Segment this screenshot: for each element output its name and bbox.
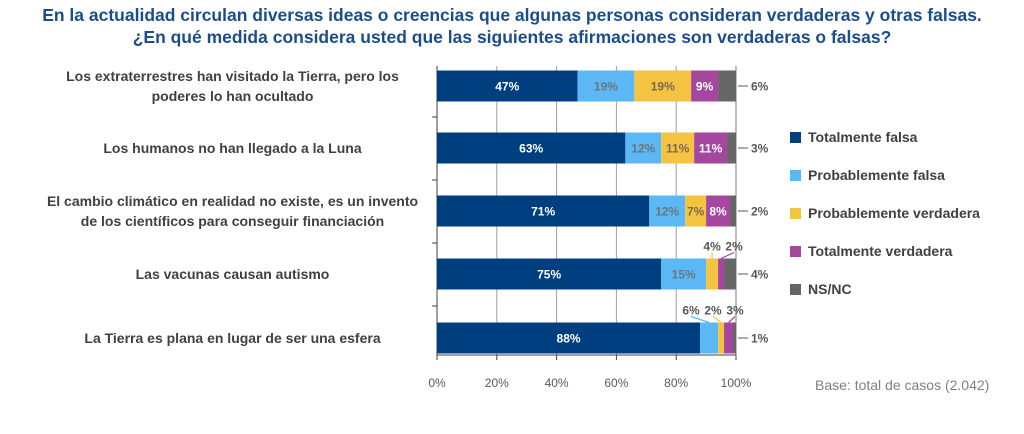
bar-segment — [727, 132, 736, 164]
data-label: 2% — [751, 205, 769, 219]
bar-segment — [691, 70, 719, 102]
legend: Totalmente falsa Probablemente falsa Proba… — [790, 118, 980, 308]
bar-segment — [437, 258, 662, 290]
data-label: 3% — [726, 304, 744, 318]
category-label: Los humanos no han llegado a la Luna — [103, 140, 362, 156]
data-label: 47% — [495, 80, 519, 94]
title-line-1: En la actualidad circulan diversas ideas… — [42, 5, 982, 25]
legend-label: Probablemente verdadera — [808, 205, 980, 221]
bar-segment — [685, 195, 707, 227]
legend-item: Probablemente verdadera — [790, 194, 980, 232]
category-label: Las vacunas causan autismo — [135, 266, 330, 282]
chart-title: En la actualidad circulan diversas ideas… — [0, 4, 1024, 48]
data-label: 12% — [631, 142, 655, 156]
bar-segment — [577, 70, 635, 102]
legend-label: Totalmente verdadera — [808, 243, 953, 259]
data-label: 19% — [651, 80, 675, 94]
legend-swatch — [790, 207, 801, 219]
legend-label: Totalmente falsa — [808, 129, 918, 145]
data-label: 4% — [703, 240, 721, 254]
legend-swatch — [790, 131, 801, 143]
label-leader — [728, 316, 736, 323]
x-tick-label: 0% — [428, 376, 446, 390]
bar-segment — [706, 195, 731, 227]
bar-segment — [437, 70, 578, 102]
x-tick-label: 20% — [485, 376, 509, 390]
data-label: 3% — [751, 142, 769, 156]
legend-item: Probablemente falsa — [790, 156, 980, 194]
x-tick-label: 100% — [721, 376, 752, 390]
legend-item: Totalmente falsa — [790, 118, 980, 156]
data-label: 4% — [751, 268, 769, 282]
legend-item: Totalmente verdadera — [790, 232, 980, 270]
data-label: 6% — [751, 80, 769, 94]
bar-segment — [706, 258, 719, 290]
legend-item: NS/NC — [790, 270, 980, 308]
bar-segment — [694, 132, 728, 164]
bar-segment — [634, 70, 692, 102]
bar-segment — [730, 195, 736, 227]
bar-segment — [661, 132, 695, 164]
data-label: 75% — [537, 268, 561, 282]
legend-label: NS/NC — [808, 281, 852, 297]
bar-segment — [718, 258, 725, 290]
bar-segment — [718, 322, 725, 354]
legend-swatch — [790, 169, 801, 181]
legend-label: Probablemente falsa — [808, 167, 945, 183]
data-label: 15% — [672, 268, 696, 282]
data-label: 11% — [666, 142, 690, 156]
bar-segment — [437, 132, 626, 164]
bar-segment — [437, 322, 701, 354]
data-label: 2% — [704, 304, 722, 318]
legend-swatch — [790, 283, 801, 295]
bar-segment — [724, 258, 736, 290]
category-label: Los extraterrestres han visitado la Tier… — [66, 68, 399, 104]
bar-segment — [718, 70, 736, 102]
label-leader — [720, 251, 735, 260]
data-label: 2% — [725, 240, 743, 254]
x-tick-label: 80% — [664, 376, 688, 390]
data-label: 19% — [594, 80, 618, 94]
data-label: 63% — [519, 142, 543, 156]
label-leader — [712, 316, 722, 323]
category-label: La Tierra es plana en lugar de ser una e… — [84, 330, 381, 346]
category-label: El cambio climático en realidad no exist… — [46, 193, 419, 229]
bar-segment — [437, 195, 650, 227]
bar-segment — [724, 322, 734, 354]
data-label: 6% — [682, 304, 700, 318]
legend-swatch — [790, 245, 801, 257]
bar-segment — [733, 322, 736, 354]
data-label: 7% — [687, 205, 705, 219]
data-label: 88% — [557, 332, 581, 346]
x-tick-label: 40% — [545, 376, 569, 390]
label-leader — [690, 315, 710, 324]
base-note: Base: total de casos (2.042) — [815, 377, 990, 393]
data-label: 9% — [696, 80, 714, 94]
data-label: 12% — [655, 205, 679, 219]
bar-segment — [661, 258, 707, 290]
bar-segment — [649, 195, 686, 227]
bar-segment — [700, 322, 719, 354]
title-line-2: ¿En qué medida considera usted que las s… — [132, 27, 892, 47]
bar-segment — [625, 132, 662, 164]
x-tick-label: 60% — [604, 376, 628, 390]
data-label: 1% — [751, 332, 769, 346]
data-label: 11% — [699, 142, 723, 156]
data-label: 71% — [531, 205, 555, 219]
data-label: 8% — [709, 205, 727, 219]
